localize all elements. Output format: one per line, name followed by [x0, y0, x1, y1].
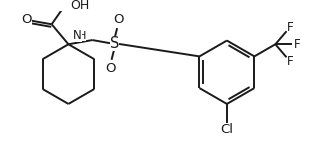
Text: N: N	[73, 29, 82, 42]
Text: O: O	[113, 13, 123, 26]
Text: F: F	[294, 38, 300, 51]
Text: S: S	[110, 36, 119, 52]
Text: O: O	[106, 62, 116, 75]
Text: O: O	[22, 13, 32, 26]
Text: OH: OH	[70, 0, 89, 12]
Text: H: H	[78, 31, 86, 41]
Text: F: F	[287, 21, 294, 34]
Text: F: F	[287, 55, 294, 68]
Text: Cl: Cl	[220, 123, 233, 136]
